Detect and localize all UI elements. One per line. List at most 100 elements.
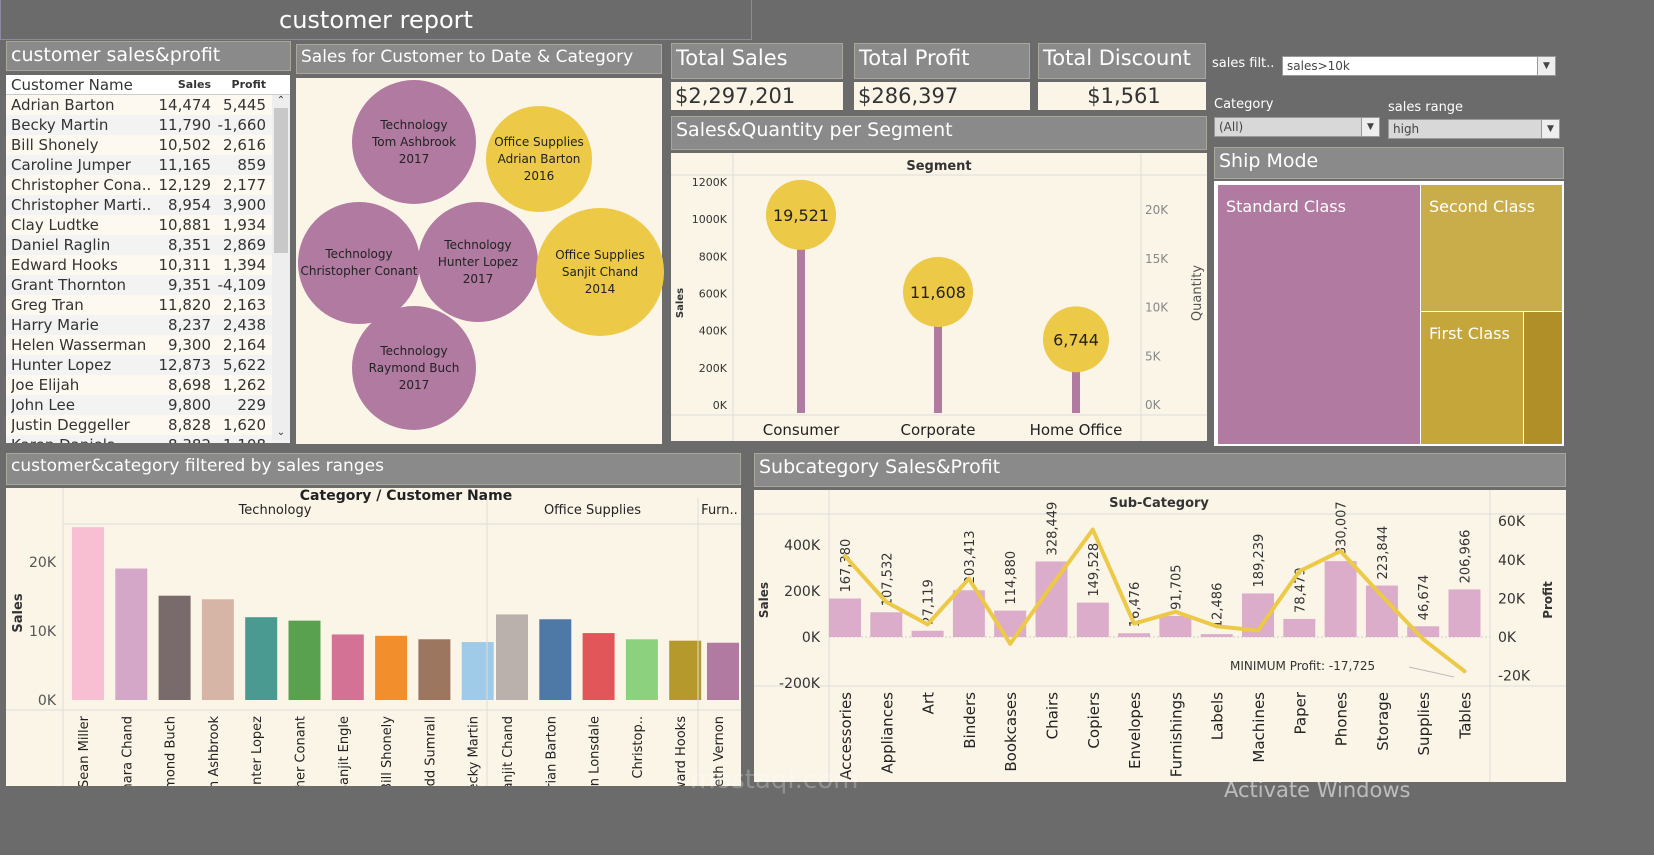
profit-point[interactable] [1173, 609, 1178, 614]
treemap-same-day[interactable] [1524, 312, 1562, 444]
bubble[interactable]: Office Supplies Sanjit Chand 2014 [536, 208, 664, 336]
sales-bar[interactable] [1118, 633, 1151, 637]
customer-bar[interactable] [115, 568, 148, 700]
customer-bar[interactable] [582, 633, 615, 700]
sales-bar[interactable] [934, 273, 942, 413]
customer-bar[interactable] [72, 527, 104, 700]
category-filter-dropdown[interactable]: (All) ▼ [1214, 117, 1380, 137]
sales-bar[interactable] [797, 189, 805, 413]
table-row[interactable]: Harry Marie 8,237 2,438 [6, 315, 290, 335]
table-row[interactable]: Greg Tran 11,820 2,163 [6, 295, 290, 315]
table-row[interactable]: Clay Ludtke 10,881 1,934 [6, 215, 290, 235]
sales-label: 328,449 [1046, 502, 1061, 556]
sales-label: 91,705 [1169, 564, 1184, 610]
subcategory-label: Accessories [837, 692, 855, 780]
sales-bar[interactable] [1283, 618, 1316, 637]
table-row[interactable]: Helen Wasserman 9,300 2,164 [6, 335, 290, 355]
customer-bar[interactable] [288, 620, 321, 700]
profit-point[interactable] [1256, 628, 1260, 633]
sales-bar[interactable] [1200, 634, 1233, 637]
quantity-circle[interactable] [766, 179, 836, 250]
scroll-up-icon[interactable]: ⌃ [276, 95, 286, 106]
customer-bar[interactable] [201, 599, 234, 700]
profit-point[interactable] [925, 622, 930, 627]
annotation-line [1408, 666, 1455, 678]
column-header[interactable]: Customer Name [11, 76, 133, 94]
bubble-year: 2017 [398, 151, 430, 166]
profit-point[interactable] [1090, 527, 1095, 532]
table-row[interactable]: Daniel Raglin 8,351 2,869 [6, 235, 290, 255]
sales-bar[interactable] [1407, 626, 1440, 637]
table-scrollbar[interactable]: ⌃ ⌄ [272, 95, 290, 440]
table-row[interactable]: Becky Martin 11,790 -1,660 [6, 115, 290, 135]
customer-bar[interactable] [158, 595, 191, 700]
profit-point[interactable] [1297, 569, 1302, 574]
table-row[interactable]: Karen Daniels8,3821,108 [6, 435, 290, 443]
profit-point[interactable] [843, 554, 847, 559]
table-row[interactable]: Christopher Cona.. 12,129 2,177 [6, 175, 290, 195]
profit-point[interactable] [1008, 641, 1013, 646]
customer-bar[interactable] [539, 619, 572, 700]
customer-bar[interactable] [245, 617, 278, 700]
table-row[interactable]: Grant Thornton 9,351 -4,109 [6, 275, 290, 295]
sales-label: 189,239 [1252, 534, 1267, 588]
column-header[interactable]: Sales [177, 78, 211, 91]
sales-label: 223,844 [1376, 526, 1391, 580]
customer-bar[interactable] [625, 639, 658, 700]
sales-bar[interactable] [911, 630, 944, 637]
sales-bar[interactable] [829, 598, 861, 637]
bubble[interactable]: Technology Hunter Lopez 2017 [418, 202, 538, 322]
sales-bar[interactable] [1076, 602, 1109, 637]
sales-bar[interactable] [870, 612, 903, 637]
profit-value: 1,394 [223, 256, 266, 274]
bubble[interactable]: Technology Christopher Conant [298, 202, 420, 324]
profit-point[interactable] [1421, 637, 1426, 642]
bubble[interactable]: Office Supplies Adrian Barton 2016 [486, 106, 592, 212]
quantity-circle[interactable] [903, 256, 973, 327]
sales-filter-dropdown[interactable]: sales>10k ▼ [1282, 56, 1556, 76]
table-row[interactable]: Christopher Marti.. 8,954 3,900 [6, 195, 290, 215]
profit-point[interactable] [1379, 593, 1384, 598]
treemap-standard-class[interactable]: Standard Class [1218, 185, 1420, 444]
profit-line[interactable] [843, 527, 1466, 673]
table-row[interactable]: Adrian Barton 14,474 5,445 [6, 95, 290, 115]
customer-bar[interactable] [669, 640, 702, 700]
subcategory-label: Phones [1333, 692, 1351, 746]
bubble[interactable]: Technology Raymond Buch 2017 [352, 306, 476, 430]
customer-bar[interactable] [331, 634, 364, 700]
profit-point[interactable] [1132, 621, 1137, 626]
table-row[interactable]: Bill Shonely 10,502 2,616 [6, 135, 290, 155]
table-row[interactable]: Joe Elijah 8,698 1,262 [6, 375, 290, 395]
customer-name: Becky Martin [11, 116, 109, 134]
bubble[interactable]: Technology Tom Ashbrook 2017 [352, 80, 476, 204]
profit-point[interactable] [1462, 669, 1467, 674]
sales-bar[interactable] [1448, 589, 1481, 637]
scrollbar-thumb[interactable] [274, 108, 288, 253]
customer-bar[interactable] [496, 614, 528, 700]
quantity-circle[interactable] [1043, 306, 1109, 373]
sales-bar[interactable] [1324, 561, 1357, 637]
customer-bar[interactable] [418, 639, 451, 700]
profit-point[interactable] [1049, 583, 1054, 588]
profit-point[interactable] [884, 599, 889, 604]
sales-label: 167,380 [839, 539, 854, 593]
subcategory-label: Paper [1291, 691, 1309, 734]
scroll-down-icon[interactable]: ⌄ [276, 427, 286, 438]
profit-point[interactable] [1214, 624, 1219, 629]
treemap-first-class[interactable]: First Class [1421, 312, 1523, 444]
customer-bar[interactable] [461, 642, 494, 700]
table-row[interactable]: Edward Hooks 10,311 1,394 [6, 255, 290, 275]
customer-bar[interactable] [707, 642, 739, 700]
sales-bar[interactable] [1159, 615, 1192, 637]
profit-value: 2,164 [223, 336, 266, 354]
table-row[interactable]: Justin Deggeller 8,828 1,620 [6, 415, 290, 435]
customer-bar[interactable] [375, 635, 408, 700]
column-header[interactable]: Profit [231, 78, 266, 91]
table-row[interactable]: Caroline Jumper 11,165 859 [6, 155, 290, 175]
treemap-second-class[interactable]: Second Class [1421, 185, 1562, 311]
profit-point[interactable] [966, 576, 971, 581]
table-row[interactable]: John Lee 9,800 229 [6, 395, 290, 415]
table-row[interactable]: Hunter Lopez 12,873 5,622 [6, 355, 290, 375]
sales-range-dropdown[interactable]: high ▼ [1388, 119, 1560, 139]
profit-point[interactable] [1338, 549, 1343, 554]
